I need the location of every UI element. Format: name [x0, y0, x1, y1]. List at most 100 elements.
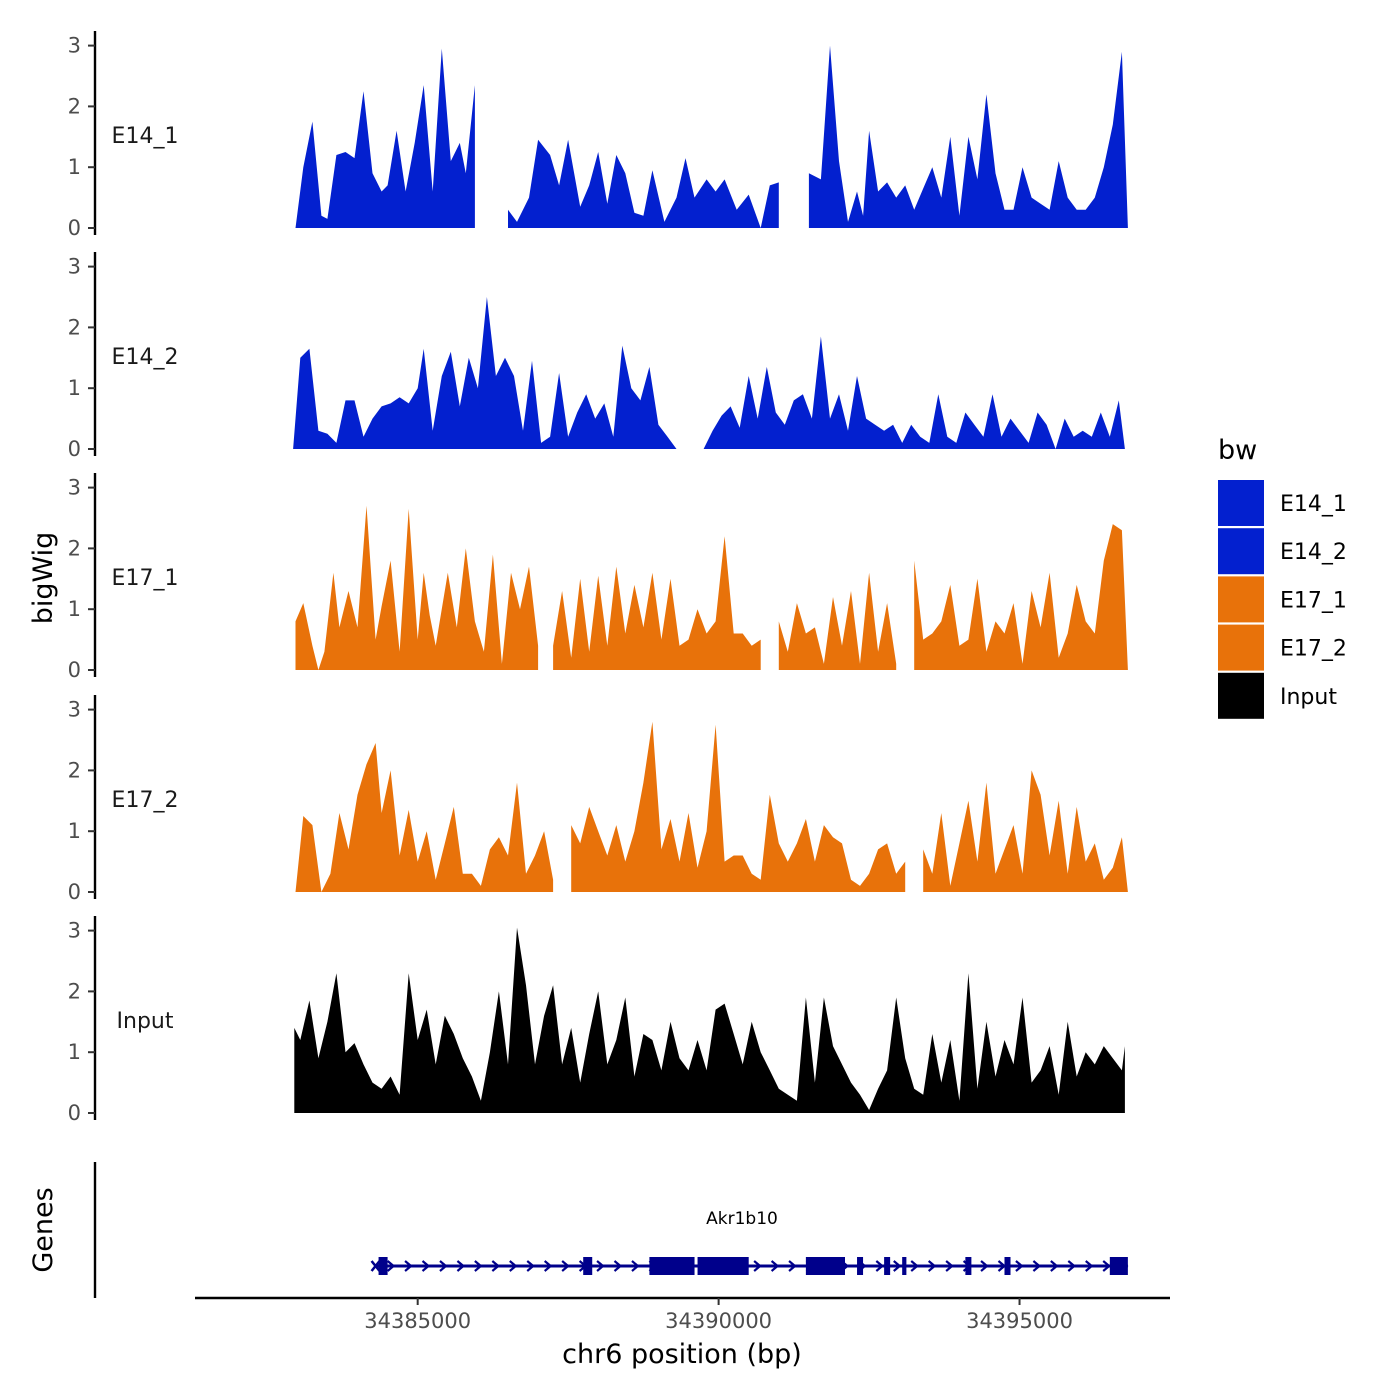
strand-arrow — [893, 1260, 902, 1272]
genes-axis-title: Genes — [28, 1187, 59, 1272]
legend-key — [1218, 672, 1264, 719]
strand-arrow — [1050, 1260, 1059, 1272]
y-tick-label: 2 — [68, 758, 81, 782]
legend-key — [1218, 576, 1264, 623]
exon — [965, 1257, 972, 1275]
y-tick-label: 1 — [68, 819, 81, 843]
strand-arrow — [788, 1260, 797, 1272]
signal-area — [508, 139, 779, 228]
strand-arrow — [456, 1260, 466, 1272]
legend-key — [1218, 624, 1264, 671]
strand-arrow — [613, 1260, 623, 1272]
x-tick-label: 34385000 — [364, 1309, 471, 1333]
exon — [857, 1257, 864, 1275]
x-tick-label: 34390000 — [665, 1309, 772, 1333]
y-tick-label: 1 — [68, 597, 81, 621]
strand-arrow — [770, 1260, 780, 1272]
strand-arrow — [1067, 1260, 1077, 1272]
strand-arrow — [1102, 1260, 1111, 1272]
signal-tracks: 0 1 2 3 E14_1 0 1 2 3 E14_2 0 1 2 3 E17_1 0 1 2 3 E17_2 0 1 2 3… — [68, 31, 1128, 1125]
y-tick-label: 2 — [68, 94, 81, 118]
strand-arrow — [439, 1260, 448, 1272]
exon — [697, 1257, 749, 1275]
y-tick-label: 0 — [68, 216, 81, 240]
strand-arrow — [509, 1260, 518, 1272]
track-label: E14_2 — [112, 345, 179, 370]
legend-label: E17_2 — [1280, 637, 1347, 662]
strand-arrow — [421, 1260, 431, 1272]
signal-area — [293, 297, 677, 449]
signal-area — [808, 45, 1128, 228]
track-E17_1: 0 1 2 3 E17_1 — [68, 473, 1128, 682]
strand-arrow — [980, 1260, 989, 1272]
y-tick-label: 3 — [68, 476, 81, 500]
y-tick-label: 3 — [68, 919, 81, 943]
signal-area — [295, 48, 475, 228]
exon — [805, 1257, 845, 1275]
y-tick-label: 0 — [68, 658, 81, 682]
track-label: E17_2 — [112, 788, 179, 813]
strand-arrow — [631, 1260, 640, 1272]
y-tick-label: 1 — [68, 155, 81, 179]
x-tick-label: 34395000 — [966, 1309, 1073, 1333]
strand-arrow — [386, 1260, 396, 1272]
strand-arrow — [491, 1260, 501, 1272]
track-label: E14_1 — [112, 124, 179, 149]
track-E14_2: 0 1 2 3 E14_2 — [68, 252, 1125, 461]
strand-arrow — [561, 1260, 570, 1272]
strand-arrow — [1015, 1260, 1024, 1272]
exon — [1004, 1257, 1011, 1275]
signal-area — [571, 721, 906, 892]
y-tick-label: 2 — [68, 979, 81, 1003]
signal-area — [294, 927, 1125, 1113]
exon — [902, 1257, 907, 1275]
strand-arrow — [910, 1260, 919, 1272]
x-axis: 34385000 34390000 34395000 — [195, 1296, 1170, 1333]
exon — [378, 1257, 388, 1275]
legend-label: E14_1 — [1280, 492, 1347, 517]
track-E14_1: 0 1 2 3 E14_1 — [68, 31, 1128, 240]
strand-arrow — [1085, 1260, 1094, 1272]
strand-arrow — [753, 1260, 762, 1272]
track-label: E17_1 — [112, 566, 179, 591]
legend-key — [1218, 480, 1264, 526]
strand-arrow — [875, 1260, 885, 1272]
y-tick-label: 3 — [68, 698, 81, 722]
exon — [884, 1257, 891, 1275]
signal-area — [914, 524, 1128, 670]
y-tick-label: 0 — [68, 1101, 81, 1125]
y-tick-label: 3 — [68, 34, 81, 58]
strand-arrow — [997, 1260, 1007, 1272]
x-axis-title: chr6 position (bp) — [562, 1339, 802, 1370]
y-tick-label: 3 — [68, 255, 81, 279]
y-tick-label: 2 — [68, 315, 81, 339]
signal-area — [703, 336, 1125, 449]
strand-arrow — [927, 1260, 937, 1272]
signal-area — [923, 770, 1128, 892]
legend-title: bw — [1218, 435, 1257, 466]
y-axis-title: bigWig — [28, 532, 59, 625]
y-tick-label: 1 — [68, 1040, 81, 1064]
y-tick-label: 0 — [68, 437, 81, 461]
signal-area — [778, 572, 897, 670]
exon — [1109, 1257, 1128, 1275]
gene-name-label: Akr1b10 — [706, 1209, 778, 1229]
strand-arrow — [474, 1260, 483, 1272]
exon — [583, 1257, 593, 1275]
y-tick-label: 2 — [68, 536, 81, 560]
signal-area — [553, 536, 761, 670]
y-tick-label: 1 — [68, 376, 81, 400]
gene-track: Akr1b10 — [93, 1162, 1129, 1298]
exon — [649, 1257, 695, 1275]
track-E17_2: 0 1 2 3 E17_2 — [68, 695, 1128, 904]
legend-label: E14_2 — [1280, 540, 1347, 565]
y-tick-label: 0 — [68, 880, 81, 904]
strand-arrow — [1032, 1260, 1042, 1272]
signal-area — [295, 505, 539, 670]
gene-start-marker — [370, 1260, 381, 1272]
legend-key — [1218, 528, 1264, 575]
legend-label: E17_1 — [1280, 588, 1347, 613]
legend: bw E14_1 E14_2 E17_1 E17_2 Input — [1218, 435, 1347, 719]
strand-arrow — [526, 1260, 535, 1272]
